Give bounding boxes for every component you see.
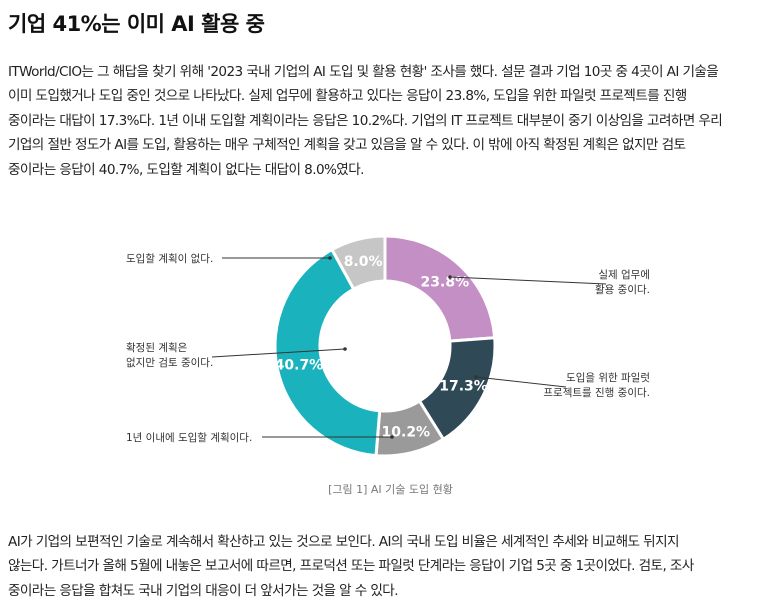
category-label: 실제 업무에	[598, 268, 650, 281]
paragraph-line: AI가 기업의 보편적인 기술로 계속해서 확산하고 있는 것으로 보인다. A…	[8, 534, 679, 550]
donut-slice	[273, 247, 382, 458]
category-label: 활용 중이다.	[595, 283, 650, 296]
donut-slice	[329, 234, 387, 292]
paragraph-line: 이미 도입했거나 도입 중인 것으로 나타났다. 실제 업무에 활용하고 있다는…	[8, 88, 687, 105]
paragraph-line: 기업의 절반 정도가 AI를 도입, 활용하는 매우 구체적인 계획을 갖고 있…	[8, 137, 686, 154]
paragraph-line: 중이라는 응답을 합쳐도 국내 기업의 대응이 더 앞서가는 것을 알 수 있다…	[8, 582, 399, 599]
leader-dot	[328, 256, 332, 260]
figure-caption: [그림 1] AI 기술 도입 현황	[328, 483, 453, 496]
slice-value-label: 40.7%	[275, 357, 324, 373]
category-label: 없지만 검토 중이다.	[126, 356, 213, 369]
article-paragraph-2: AI가 기업의 보편적인 기술로 계속해서 확산하고 있는 것으로 보인다. A…	[8, 530, 776, 603]
paragraph-line: 중이라는 대답이 17.3%다. 1년 이내 도입할 계획이라는 응답은 10.…	[8, 112, 723, 129]
slice-value-label: 8.0%	[344, 254, 383, 270]
slice-value-label: 17.3%	[439, 379, 488, 395]
category-label: 도입을 위한 파일럿	[566, 371, 650, 384]
paragraph-line: 중이라는 응답이 40.7%, 도입할 계획이 없다는 대답이 8.0%였다.	[8, 161, 364, 178]
leader-line	[475, 376, 567, 388]
paragraph-line: ITWorld/CIO는 그 해답을 찾기 위해 '2023 국내 기업의 AI…	[8, 64, 719, 80]
leader-line	[211, 348, 346, 358]
slice-value-label: 23.8%	[421, 274, 470, 290]
leader-line	[449, 276, 607, 285]
leader-dot	[390, 435, 394, 439]
category-label: 확정된 계획은	[126, 341, 188, 354]
article-paragraph-1: ITWorld/CIO는 그 해답을 찾기 위해 '2023 국내 기업의 AI…	[8, 60, 776, 182]
category-label: 1년 이내에 도입할 계획이다.	[126, 431, 252, 444]
slice-value-label: 10.2%	[382, 425, 431, 441]
leader-dot	[474, 375, 478, 379]
article-title: 기업 41%는 이미 AI 활용 중	[8, 12, 265, 36]
leader-dot	[448, 275, 452, 279]
paragraph-line: 않는다. 가트너가 올해 5월에 내놓은 보고서에 따르면, 프로덕션 또는 파…	[8, 558, 694, 575]
category-label: 프로젝트를 진행 중이다.	[543, 387, 650, 399]
leader-dot	[343, 347, 347, 351]
category-label: 도입할 계획이 없다.	[126, 252, 213, 265]
